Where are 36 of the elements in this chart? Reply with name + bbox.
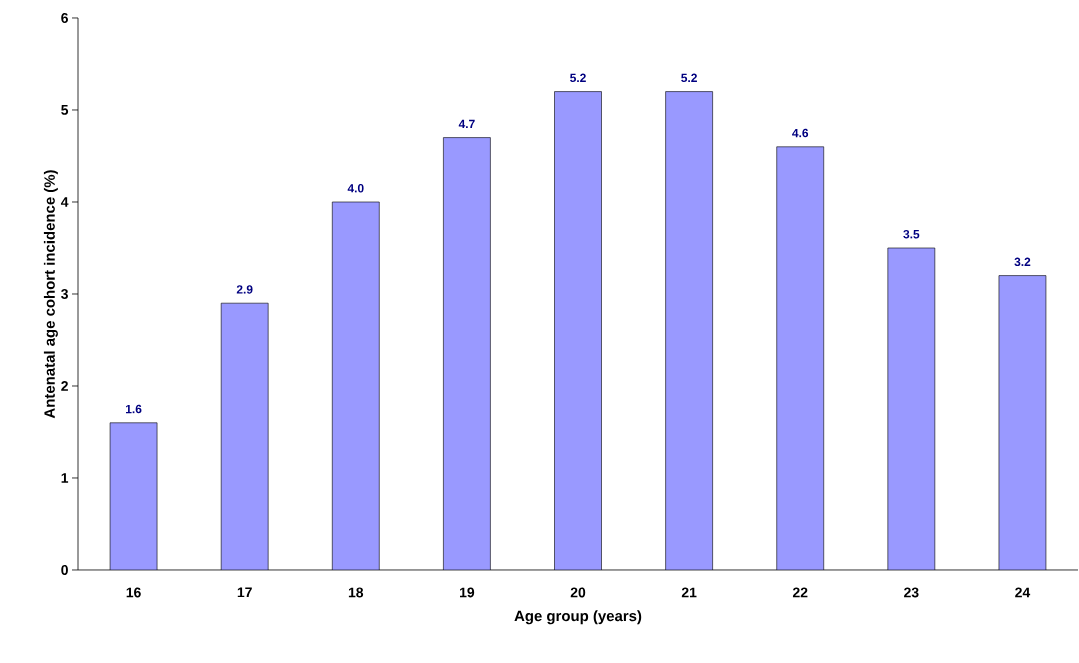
bar [331, 201, 380, 570]
y-tick-label: 1 [61, 473, 69, 483]
bar [998, 275, 1047, 570]
bar [887, 247, 936, 570]
x-axis-title: Age group (years) [514, 610, 642, 625]
bar [554, 91, 602, 570]
x-tick-label: 16 [126, 587, 141, 598]
x-tick-label: 23 [904, 587, 919, 598]
data-label: 3.5 [903, 229, 920, 239]
bar [776, 146, 825, 570]
data-label: 2.9 [236, 285, 253, 294]
x-tick-label: 20 [570, 587, 586, 598]
data-label: 5.2 [570, 73, 586, 83]
bar [109, 422, 158, 570]
x-tick-label: 19 [460, 587, 475, 598]
x-tick-label: 21 [681, 587, 697, 598]
data-label: 4.0 [347, 184, 364, 193]
x-tick-label: 24 [1015, 587, 1031, 598]
data-label: 4.6 [792, 128, 809, 138]
y-axis-title: Antenatal age cohort incidence (%) [43, 170, 58, 419]
data-label: 5.2 [681, 73, 697, 83]
bar [443, 137, 491, 570]
y-tick-label: 4 [60, 197, 69, 207]
data-label: 4.7 [458, 119, 475, 129]
y-tick-label: 6 [61, 13, 68, 23]
y-tick-label: 0 [61, 565, 68, 575]
y-tick-label: 2 [61, 381, 68, 391]
data-label: 1.6 [126, 404, 142, 414]
bar [220, 302, 269, 570]
x-tick-label: 17 [237, 587, 252, 598]
x-tick-label: 22 [792, 587, 808, 598]
x-tick-label: 18 [348, 587, 364, 598]
bar [665, 91, 713, 570]
y-tick-label: 3 [61, 289, 68, 299]
data-label: 3.2 [1014, 257, 1031, 267]
y-tick-label: 5 [61, 105, 69, 115]
